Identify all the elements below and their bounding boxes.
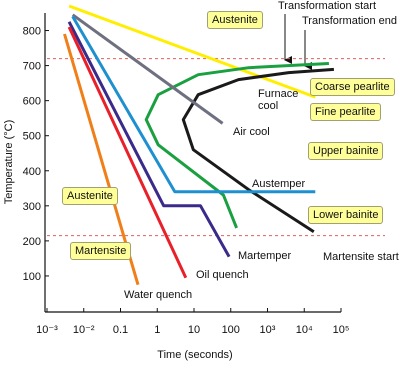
curve-label: Austemper	[252, 178, 306, 190]
curve-label: Oil quench	[196, 269, 249, 281]
region-label: Martensite	[70, 242, 132, 260]
x-tick-label: 0.1	[113, 324, 128, 336]
curve-label: Air cool	[233, 126, 270, 138]
x-axis-title: Time (seconds)	[157, 349, 232, 361]
curve-label: Transformation start	[278, 0, 377, 12]
curve	[71, 15, 316, 194]
curve	[181, 67, 335, 234]
x-tick-label: 1	[154, 324, 160, 336]
x-tick-label: 10	[188, 324, 200, 336]
x-tick-label: 10⁻³	[36, 324, 58, 336]
y-tick-label: 400	[23, 166, 41, 178]
region-label: Lower bainite	[308, 206, 384, 224]
curve-label: Water quench	[124, 289, 193, 301]
y-tick-label: 700	[23, 61, 41, 73]
region-label: Austenite	[62, 187, 118, 205]
x-tick-label: 10⁵	[333, 324, 350, 336]
x-tick-label: 10⁻²	[73, 324, 95, 336]
curve-label: Transformation end	[302, 15, 397, 27]
curve-label: Furnace cool	[258, 88, 299, 112]
region-label: Coarse pearlite	[310, 78, 395, 96]
curve	[144, 62, 329, 229]
region-label: Austenite	[207, 11, 263, 29]
x-tick-label: 10³	[260, 324, 276, 336]
curve	[67, 26, 188, 279]
annotation: Martensite start	[323, 251, 399, 263]
y-tick-label: 200	[23, 236, 41, 248]
y-tick-label: 600	[23, 96, 41, 108]
y-tick-label: 500	[23, 131, 41, 143]
region-label: Upper bainite	[308, 142, 384, 160]
y-tick-label: 800	[23, 26, 41, 38]
y-axis-title: Temperature (°C)	[3, 120, 15, 204]
x-tick-label: 100	[222, 324, 240, 336]
region-label: Fine pearlite	[310, 103, 381, 121]
curve	[67, 21, 231, 258]
curve-label: Martemper	[238, 250, 292, 262]
x-tick-label: 10⁴	[296, 324, 313, 336]
curve	[71, 13, 224, 125]
y-tick-label: 300	[23, 201, 41, 213]
y-tick-label: 100	[23, 271, 41, 283]
curve	[68, 4, 316, 99]
